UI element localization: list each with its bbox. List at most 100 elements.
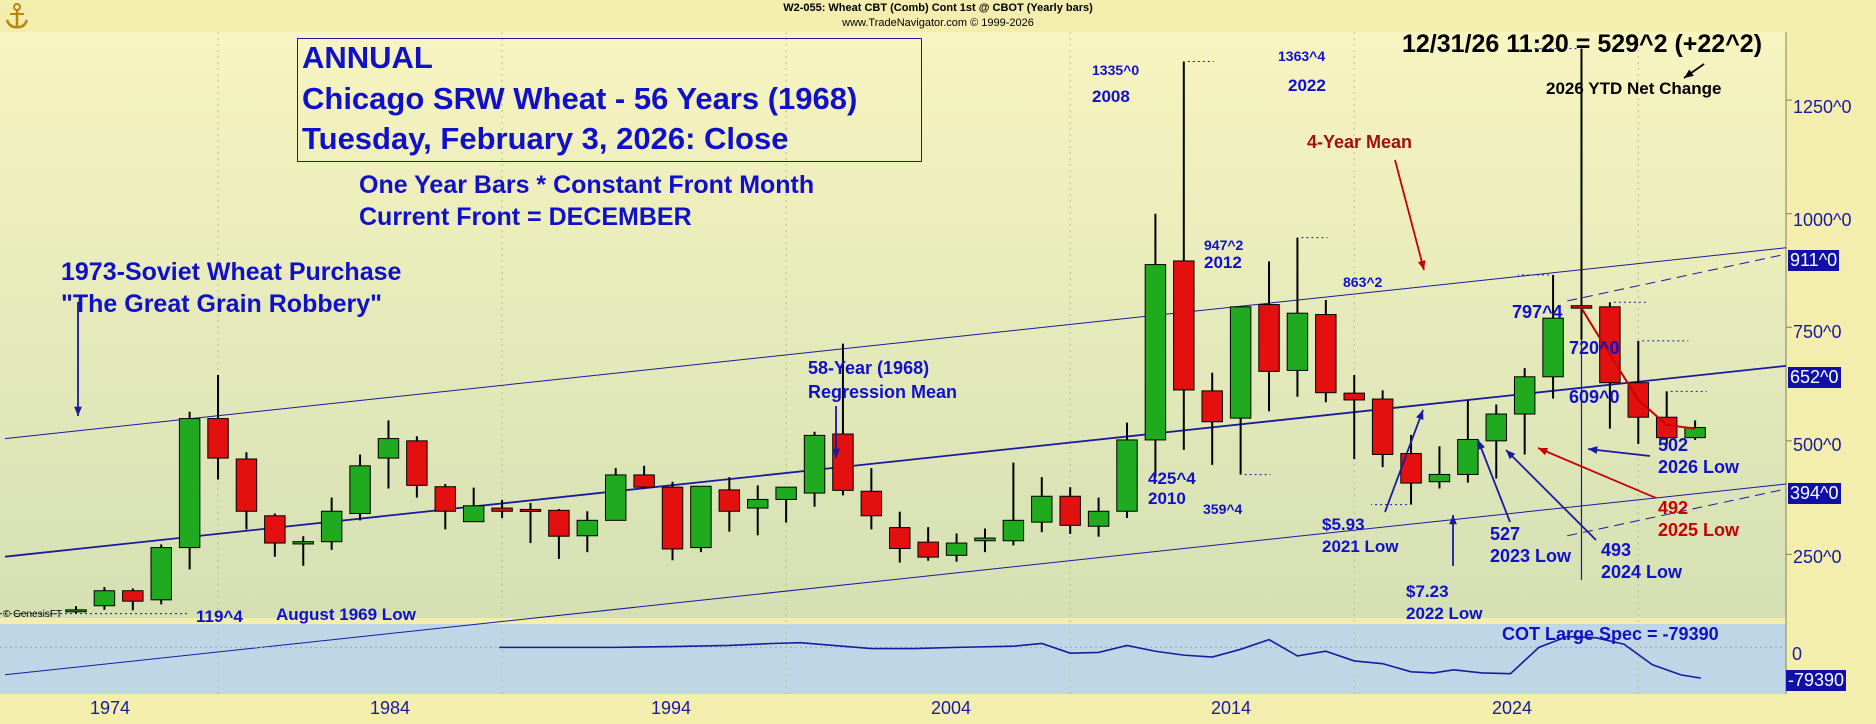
four-year-mean-arrow (1394, 159, 1425, 271)
ytd-arrow-head (1684, 69, 1694, 78)
high-2022-value: 1363^4 (1278, 48, 1326, 64)
channel-center-tag: 652^0 (1788, 367, 1841, 388)
low-2016-value: 359^4 (1203, 501, 1243, 517)
candle-body (377, 438, 400, 459)
candle-body (974, 537, 996, 542)
candle-body (462, 505, 485, 523)
anchor-logo-icon (5, 3, 29, 29)
candle-body (832, 433, 854, 491)
cot-series-line (499, 635, 1701, 679)
candle-body (803, 434, 826, 494)
channel-lower-line (4, 483, 1787, 676)
cot-title: COT Large Spec = -79390 (1502, 624, 1719, 644)
low-2023-arrow-head (1477, 440, 1485, 450)
candle-body (1400, 453, 1422, 484)
candle-body (122, 590, 144, 602)
candle-body (1428, 473, 1451, 483)
cot-panel (0, 624, 1786, 694)
y-tick-label: 500^0 (1793, 435, 1842, 455)
low-1969-value: 119^4 (196, 607, 243, 626)
low-2022-year: 2022 Low (1406, 604, 1483, 623)
low-2023-value: 527 (1490, 524, 1521, 544)
soviet-arrow-head (74, 406, 82, 416)
high-2012-year: 2012 (1204, 253, 1242, 272)
low-2026-arrow-head (1588, 446, 1598, 454)
high-2008-value: 1335^0 (1092, 62, 1140, 78)
four-year-mean-label: 4-Year Mean (1307, 132, 1413, 152)
candle-body (548, 509, 570, 537)
regression-mean-line (4, 364, 1787, 558)
high-2008-year: 2008 (1092, 87, 1130, 106)
soviet-annotation-1: 1973-Soviet Wheat Purchase (61, 258, 402, 286)
low-2010-year: 2010 (1148, 489, 1186, 508)
candle-body (917, 541, 939, 558)
cot-value-tag: -79390 (1786, 670, 1847, 691)
regression-label-1: 58-Year (1968) (808, 358, 930, 378)
last-quote: 12/31/26 11:20 = 529^2 (+22^2) (1402, 30, 1763, 58)
low-2024-value: 493 (1601, 540, 1632, 560)
cot-zero-label: 0 (1792, 644, 1803, 664)
four-year-mean-line (1580, 307, 1696, 430)
candle-body (1371, 398, 1394, 455)
candle-body (1485, 413, 1507, 442)
candle-body (491, 507, 513, 512)
low-2024-year: 2024 Low (1601, 562, 1683, 582)
channel-lower-tag: 394^0 (1788, 483, 1841, 504)
high-2012-value: 947^2 (1204, 237, 1244, 253)
candle-body (747, 498, 769, 509)
candle-body (718, 489, 741, 512)
candle-body (264, 515, 286, 544)
x-tick-label: 1994 (651, 698, 692, 718)
ytd-label: 2026 YTD Net Change (1546, 79, 1722, 98)
low-2025-arrow-head (1538, 448, 1548, 456)
title-line-3: Tuesday, February 3, 2026: Close (302, 121, 789, 156)
candle-body (434, 486, 457, 512)
low-2026-year: 2026 Low (1658, 457, 1740, 477)
candle-body (775, 486, 797, 500)
candle-body (576, 519, 599, 537)
candle-body (633, 474, 655, 488)
subtitle-line-1: One Year Bars * Constant Front Month (359, 171, 815, 199)
candle-body (661, 486, 684, 550)
y-tick-label: 250^0 (1793, 547, 1842, 567)
candle-body (860, 490, 883, 517)
low-2022-arrow-head (1449, 515, 1457, 525)
chart-header-credit: www.TradeNavigator.com © 1999-2026 (842, 17, 1034, 29)
low-2026-arrow (1587, 448, 1651, 457)
candle-body (1258, 304, 1280, 372)
high-2024-value: 720^0 (1569, 338, 1620, 358)
low-2023-arrow (1477, 439, 1511, 523)
candle-body (1343, 392, 1365, 401)
candle-body (1201, 390, 1223, 423)
candle-body (349, 465, 371, 515)
high-2025-value: 609^0 (1569, 387, 1620, 407)
candle-body (1031, 495, 1053, 523)
high-2021-value: 863^2 (1343, 274, 1383, 290)
candle-body (1457, 438, 1479, 475)
candle-body (235, 458, 258, 512)
four-year-mean-arrow-head (1417, 260, 1426, 270)
title-line-2: Chicago SRW Wheat - 56 Years (1968) (302, 81, 858, 116)
title-box (297, 38, 922, 162)
august-1969-low-label: August 1969 Low (276, 605, 416, 624)
candle-body (150, 547, 172, 601)
low-2025-year: 2025 Low (1658, 520, 1740, 540)
candle-body (207, 418, 229, 459)
low-2021-arrow-head (1416, 410, 1424, 420)
regression-label-2: Regression Mean (808, 382, 958, 402)
low-2022-value: $7.23 (1406, 582, 1449, 601)
candle-body (93, 590, 116, 607)
channel-upper-projection (1567, 253, 1787, 302)
candle-body (292, 541, 314, 545)
candle-body (1229, 306, 1252, 419)
high-2023-value: 797^4 (1512, 302, 1563, 322)
chart-header-title: W2-055: Wheat CBT (Comb) Cont 1st @ CBOT… (783, 2, 1093, 14)
low-2025-arrow (1537, 447, 1657, 499)
channel-upper-line (4, 247, 1787, 440)
high-2022-year: 2022 (1288, 76, 1326, 95)
candle-body (690, 485, 712, 549)
candle-body (178, 418, 201, 549)
y-tick-label: 1000^0 (1793, 210, 1852, 230)
candle-body (519, 508, 542, 512)
